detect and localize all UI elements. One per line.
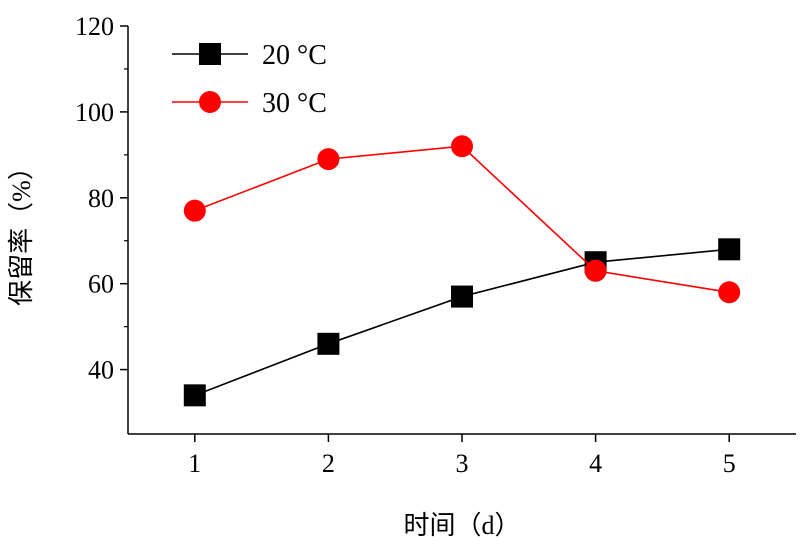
series-line [194,145,730,294]
y-tick-label: 40 [88,356,114,385]
legend-marker [199,91,221,113]
y-axis-title: 保留率（%） [7,154,36,306]
x-tick-label: 2 [322,449,335,478]
y-ticks: 40 60 80 100 120 [75,12,128,385]
data-point [317,332,340,355]
data-point [584,259,607,282]
data-point [183,384,206,407]
data-point [718,238,741,261]
legend-label: 30 °C [262,88,327,119]
x-tick-label: 1 [188,449,201,478]
series-layer [183,135,741,407]
data-point [451,135,473,158]
y-tick-label: 80 [88,184,114,213]
series-1 [183,238,741,407]
series-2 [183,135,741,304]
data-point [451,285,473,308]
y-tick-label: 100 [75,98,114,127]
axes [127,26,796,435]
y-tick-label: 60 [88,270,114,299]
legend-item: 20 °C [172,40,327,71]
x-tick-label: 4 [589,449,602,478]
legend-label: 20 °C [262,40,327,71]
x-ticks: 1 2 3 4 5 [188,434,736,478]
data-point [183,199,206,222]
data-point [317,148,340,171]
legend-marker [199,43,221,65]
x-tick-label: 3 [456,449,469,478]
data-point [718,281,741,304]
legend-item: 30 °C [172,88,327,119]
series-line [194,248,730,397]
x-axis-title: 时间（d） [403,511,520,540]
y-tick-label: 120 [75,12,114,41]
legend: 20 °C 30 °C [172,40,327,119]
x-tick-label: 5 [723,449,736,478]
